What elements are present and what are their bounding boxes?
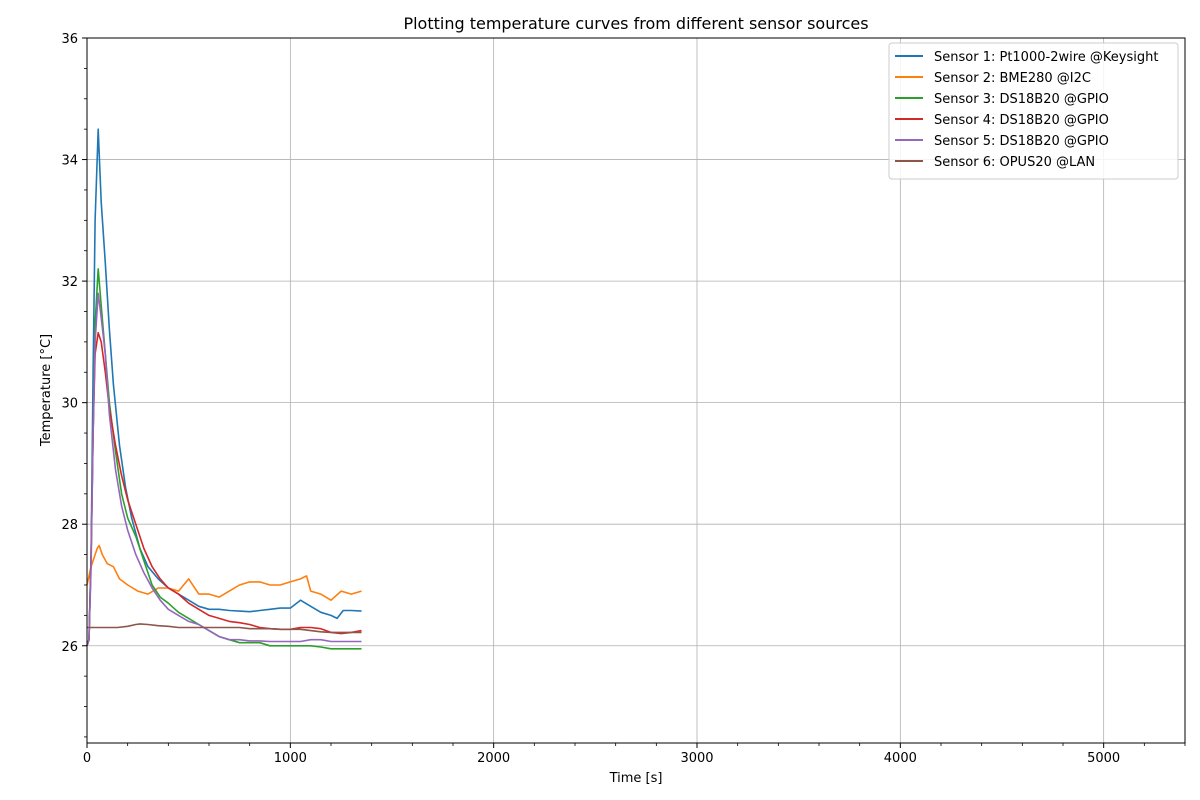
y-tick-label: 28 xyxy=(61,518,78,533)
legend: Sensor 1: Pt1000-2wire @Keysight Sensor 2… xyxy=(888,42,1179,180)
x-tick-label: 0 xyxy=(83,751,91,766)
y-tick-label: 30 xyxy=(61,397,78,412)
x-tick-label: 4000 xyxy=(884,751,917,766)
series-line-sensor-4 xyxy=(86,331,362,647)
y-tick-label: 26 xyxy=(61,640,78,655)
series-line-sensor-1 xyxy=(86,128,362,647)
x-tick-label: 2000 xyxy=(477,751,510,766)
y-tick-label: 36 xyxy=(61,32,78,47)
x-axis-label: Time [s] xyxy=(609,771,663,786)
series-line-sensor-6 xyxy=(87,623,362,634)
series-line-sensor-5 xyxy=(86,292,362,647)
series-line-sensor-3 xyxy=(86,268,362,650)
legend-label-sensor-3: Sensor 3: DS18B20 @GPIO xyxy=(934,92,1109,107)
legend-label-sensor-2: Sensor 2: BME280 @I2C xyxy=(934,71,1091,86)
plot-frame xyxy=(86,37,1186,744)
legend-label-sensor-1: Sensor 1: Pt1000-2wire @Keysight xyxy=(934,50,1158,65)
y-tick-label: 34 xyxy=(61,154,78,169)
y-axis-label: Temperature [°C] xyxy=(39,334,54,447)
legend-label-sensor-4: Sensor 4: DS18B20 @GPIO xyxy=(934,113,1109,128)
series-lines xyxy=(86,128,362,650)
x-tick-label: 1000 xyxy=(274,751,307,766)
chart-title: Plotting temperature curves from differe… xyxy=(403,14,868,33)
series-line-sensor-2 xyxy=(86,544,362,602)
legend-label-sensor-5: Sensor 5: DS18B20 @GPIO xyxy=(934,134,1109,149)
axis-ticks: 0 1000 2000 3000 4000 5000 26 28 30 32 34 36 xyxy=(61,32,1186,766)
legend-box xyxy=(888,42,1179,180)
legend-label-sensor-6: Sensor 6: OPUS20 @LAN xyxy=(934,155,1095,170)
x-tick-label: 5000 xyxy=(1087,751,1120,766)
x-tick-label: 3000 xyxy=(680,751,713,766)
y-tick-label: 32 xyxy=(61,275,78,290)
